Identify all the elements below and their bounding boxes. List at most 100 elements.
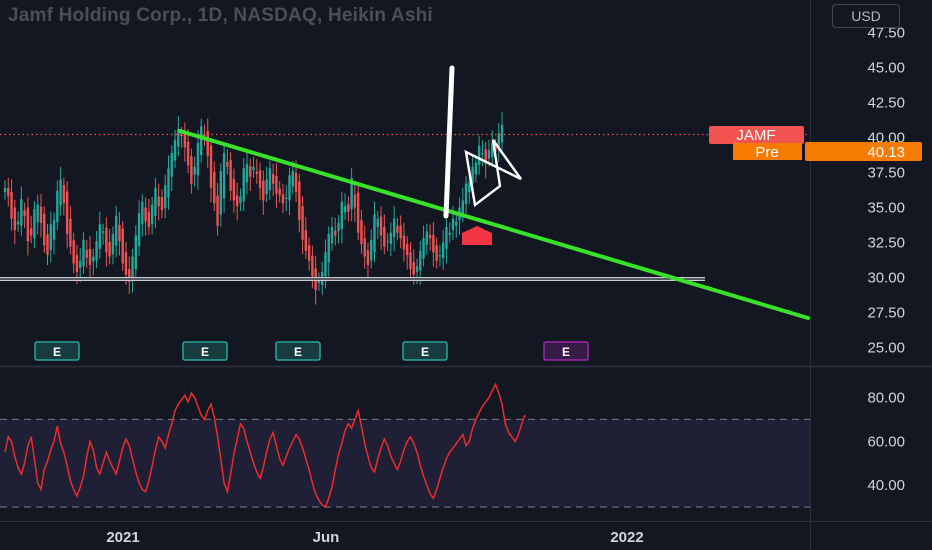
candle xyxy=(229,152,232,201)
candle xyxy=(258,162,262,201)
price-tick-label: 27.50 xyxy=(867,305,905,322)
candle xyxy=(262,170,265,215)
candle xyxy=(455,213,458,238)
price-tick-label: 25.00 xyxy=(867,340,905,357)
candle xyxy=(62,177,66,216)
candle xyxy=(285,184,288,212)
rsi-line xyxy=(4,382,526,509)
candle xyxy=(147,198,151,235)
flagpole-line xyxy=(443,65,455,219)
candle xyxy=(65,181,69,249)
candle xyxy=(330,216,334,251)
candle xyxy=(487,139,491,167)
candle xyxy=(10,179,13,231)
candle xyxy=(193,156,196,187)
candle xyxy=(383,214,386,255)
candle xyxy=(118,212,121,256)
candle xyxy=(370,229,373,269)
candle xyxy=(121,220,124,272)
candle xyxy=(366,242,370,280)
candle xyxy=(448,222,451,243)
earnings-event-badge: E xyxy=(402,341,448,361)
chart-drawings[interactable] xyxy=(0,65,810,320)
rsi-axis[interactable]: 80.00 60.00 40.00 xyxy=(867,390,905,495)
candle xyxy=(307,237,311,271)
candle xyxy=(481,140,484,167)
candle xyxy=(85,239,88,268)
candle xyxy=(249,158,252,192)
candle xyxy=(497,123,500,162)
price-tick-label: 30.00 xyxy=(867,270,905,287)
candle xyxy=(226,149,229,175)
time-tick-label: Jun xyxy=(313,529,340,546)
earnings-event-label: E xyxy=(294,345,302,359)
time-tick-label: 2022 xyxy=(610,529,643,546)
candle xyxy=(150,197,154,235)
candle xyxy=(108,229,111,265)
candle xyxy=(445,219,448,264)
candle xyxy=(33,201,36,249)
candle xyxy=(134,225,137,277)
candle xyxy=(7,177,10,207)
candle xyxy=(255,159,258,184)
candle xyxy=(268,160,272,200)
chart-title: Jamf Holding Corp., 1D, NASDAQ, Heikin A… xyxy=(8,5,433,26)
candle xyxy=(72,232,75,274)
candle xyxy=(101,223,105,245)
candle xyxy=(39,194,43,238)
candle xyxy=(43,206,46,253)
candle xyxy=(183,122,187,162)
candle xyxy=(105,217,108,267)
candle xyxy=(343,193,347,221)
candle xyxy=(477,135,481,175)
candle xyxy=(20,186,23,236)
candle xyxy=(157,183,160,221)
candle xyxy=(235,182,239,221)
price-tick-label: 42.50 xyxy=(867,95,905,112)
candle xyxy=(29,215,33,244)
trendline xyxy=(178,129,810,320)
price-tick-label: 45.00 xyxy=(867,60,905,77)
candle xyxy=(16,211,20,232)
candle xyxy=(425,223,429,255)
time-axis[interactable]: 2021 Jun 2022 xyxy=(106,529,643,546)
candle xyxy=(98,211,102,259)
candle xyxy=(441,229,445,271)
earnings-event-badge: E xyxy=(275,341,321,361)
candle xyxy=(26,197,30,256)
earnings-event-label: E xyxy=(562,345,570,359)
candle xyxy=(484,141,487,179)
candle xyxy=(242,158,245,212)
candle xyxy=(491,130,494,168)
candle xyxy=(337,215,340,244)
candle xyxy=(334,217,337,246)
candle xyxy=(399,215,402,249)
candle xyxy=(347,196,350,222)
candle xyxy=(3,180,7,200)
candle xyxy=(363,225,366,269)
rsi-indicator xyxy=(0,382,810,509)
rsi-tick-label: 40.00 xyxy=(867,477,905,494)
candle xyxy=(219,163,223,227)
candle xyxy=(56,180,59,230)
currency-button[interactable]: USD xyxy=(832,4,900,28)
rsi-band xyxy=(0,419,810,507)
rsi-tick-label: 60.00 xyxy=(867,433,905,450)
symbol-price-tag: JAMF xyxy=(709,126,804,144)
candle xyxy=(402,222,406,262)
candle xyxy=(186,128,190,174)
candle xyxy=(317,272,321,291)
candle xyxy=(298,173,301,233)
candle xyxy=(327,226,330,277)
candle xyxy=(49,211,52,263)
candle xyxy=(160,189,164,218)
candle xyxy=(167,155,170,210)
candle xyxy=(200,118,203,163)
premarket-tag-label: Pre xyxy=(755,144,778,161)
candle xyxy=(177,116,180,157)
candle xyxy=(373,201,376,263)
candle xyxy=(114,205,118,258)
